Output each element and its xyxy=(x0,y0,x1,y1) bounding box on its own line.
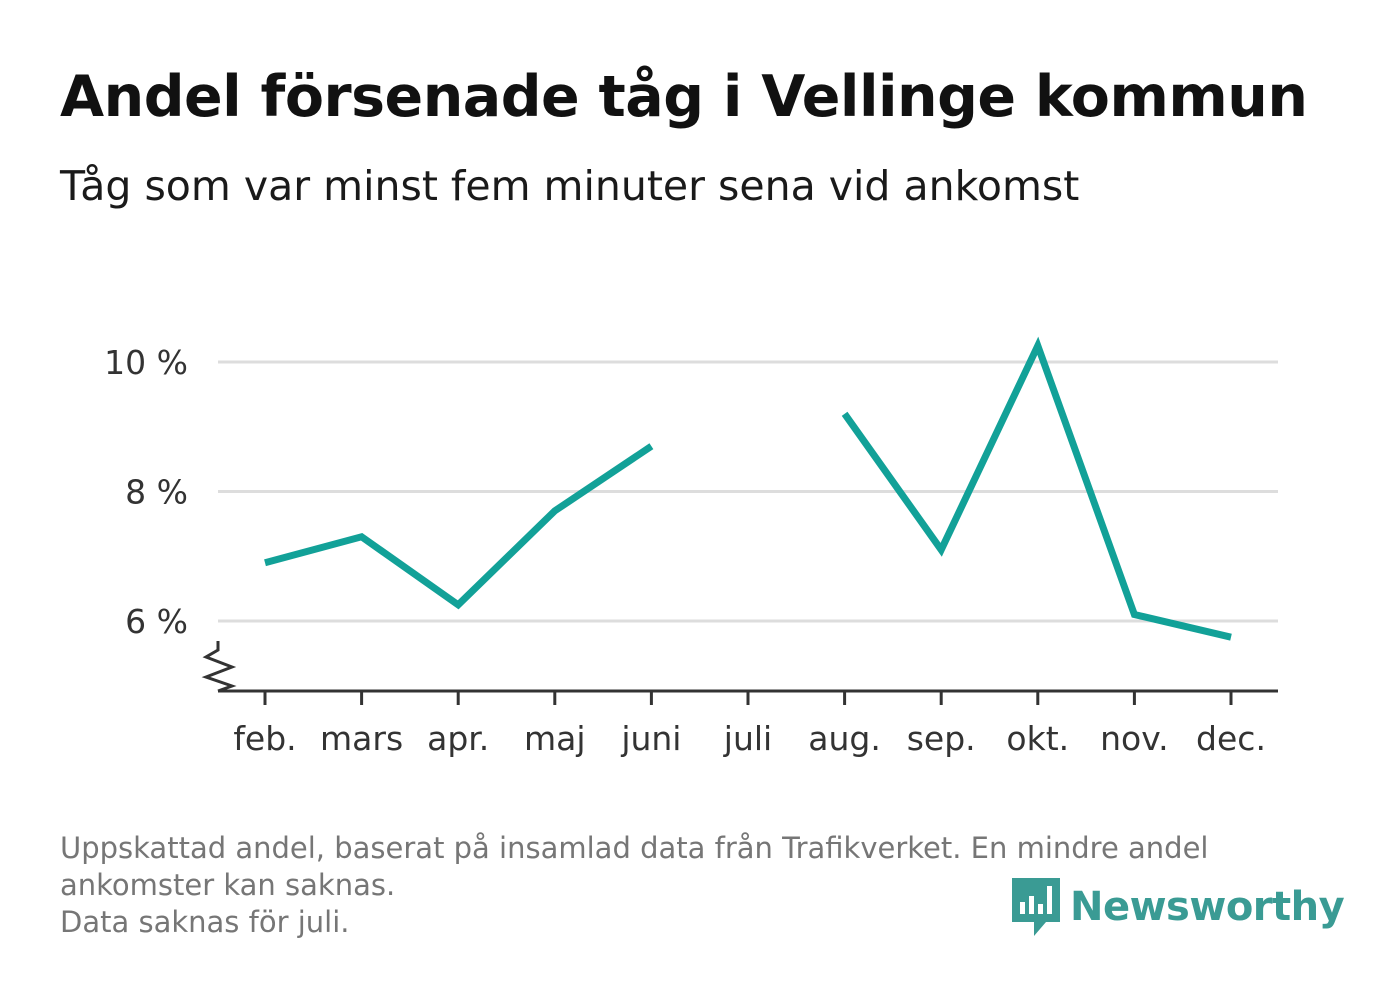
x-axis-tick-labels: feb. mars apr. maj juni juli aug. sep. okt. nov. d… xyxy=(233,719,1266,758)
y-axis-tick-labels: 6 % 8 % 10 % xyxy=(104,343,188,641)
x-tick-label: nov. xyxy=(1100,719,1169,758)
x-tick-label: juli xyxy=(723,719,772,758)
x-axis xyxy=(201,641,1278,705)
x-tick-label: okt. xyxy=(1006,719,1069,758)
x-tick-label: juni xyxy=(620,719,681,758)
series-line-segment xyxy=(264,443,654,610)
footnote-line: Data saknas för juli. xyxy=(60,905,350,939)
chart-title: Andel försenade tåg i Vellinge kommun xyxy=(60,64,1308,130)
x-tick-label: apr. xyxy=(427,719,489,758)
footnote-line: ankomster kan saknas. xyxy=(60,868,396,902)
footnote-line: Uppskattad andel, baserat på insamlad da… xyxy=(60,831,1209,865)
x-tick-label: feb. xyxy=(233,719,296,758)
brand-logo: Newsworthy xyxy=(1010,876,1345,938)
series-line-segment xyxy=(841,336,1232,641)
brand-name: Newsworthy xyxy=(1070,884,1345,930)
x-tick-label: dec. xyxy=(1196,719,1266,758)
x-tick-label: sep. xyxy=(907,719,976,758)
y-tick-label: 8 % xyxy=(125,473,188,512)
x-tick-label: mars xyxy=(320,719,403,758)
axis-break-mark xyxy=(201,641,237,693)
series-lines xyxy=(264,336,1232,641)
grid-lines xyxy=(218,360,1278,623)
chart-subtitle: Tåg som var minst fem minuter sena vid a… xyxy=(60,162,1080,210)
x-tick-label: maj xyxy=(524,719,586,758)
newsworthy-logo-icon xyxy=(1012,878,1060,936)
y-tick-label: 6 % xyxy=(125,602,188,641)
y-tick-label: 10 % xyxy=(104,343,188,382)
footnote: Uppskattad andel, baserat på insamlad da… xyxy=(60,830,1320,941)
x-tick-label: aug. xyxy=(808,719,881,758)
